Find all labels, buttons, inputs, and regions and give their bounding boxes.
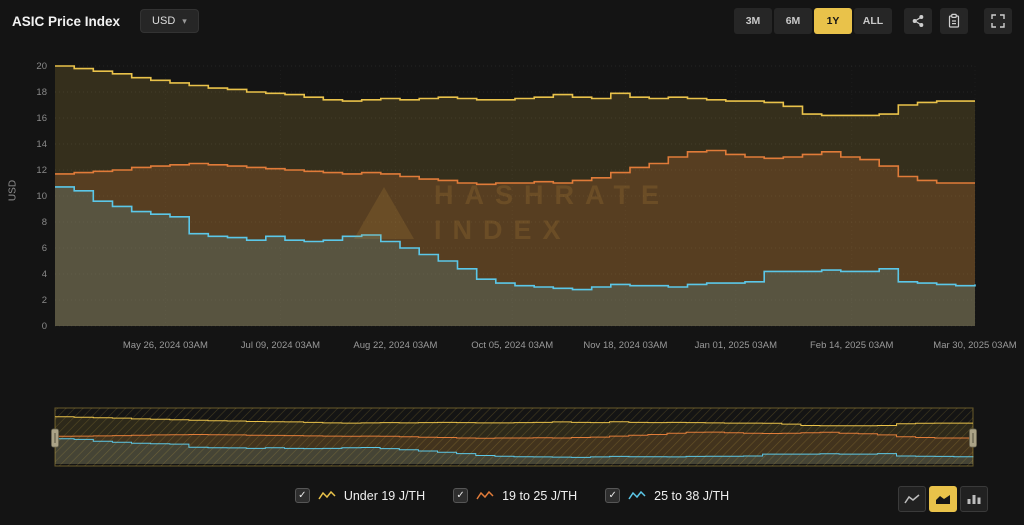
svg-text:May 26, 2024 03AM: May 26, 2024 03AM	[123, 340, 208, 351]
currency-select[interactable]: USD ▾	[140, 9, 199, 33]
time-range-group: 3M 6M 1Y ALL	[734, 8, 892, 34]
legend-item-25-to-38[interactable]: ✓ 25 to 38 J/TH	[605, 488, 729, 503]
navigator-right-handle[interactable]	[969, 428, 977, 448]
checkbox-19-to-25[interactable]: ✓	[453, 488, 469, 503]
svg-text:8: 8	[42, 217, 47, 228]
chevron-down-icon: ▾	[182, 15, 187, 26]
header: ASIC Price Index USD ▾ 3M 6M 1Y ALL	[0, 0, 1024, 42]
svg-text:20: 20	[36, 61, 47, 72]
series-squiggle-icon	[628, 490, 646, 499]
legend-label: 19 to 25 J/TH	[502, 488, 578, 503]
line-chart-type-button[interactable]	[898, 486, 926, 512]
svg-text:6: 6	[42, 243, 47, 254]
line-chart-icon	[904, 494, 920, 504]
share-icon	[912, 15, 924, 27]
area-chart-icon	[936, 495, 950, 504]
share-button[interactable]	[904, 8, 932, 34]
svg-text:Mar 30, 2025 03AM: Mar 30, 2025 03AM	[933, 340, 1017, 351]
fullscreen-icon	[991, 14, 1005, 28]
column-chart-type-button[interactable]	[960, 486, 988, 512]
column-chart-icon	[967, 495, 981, 504]
svg-text:16: 16	[36, 113, 47, 124]
series-squiggle-icon	[318, 490, 336, 499]
legend: ✓ Under 19 J/TH ✓ 19 to 25 J/TH ✓ 25 to …	[0, 488, 1024, 503]
checkbox-under-19[interactable]: ✓	[294, 488, 310, 503]
range-3m-button[interactable]: 3M	[734, 8, 772, 34]
svg-text:2: 2	[42, 295, 47, 306]
svg-text:Aug 22, 2024 03AM: Aug 22, 2024 03AM	[353, 340, 437, 351]
svg-text:12: 12	[36, 165, 47, 176]
chart-type-group	[898, 486, 988, 512]
svg-text:Jul 09, 2024 03AM: Jul 09, 2024 03AM	[241, 340, 320, 351]
price-chart[interactable]: 0 2 4 6 8 10 12 14 16 18 20 May 26, 2024 03AM Jul 09…	[0, 42, 1024, 362]
range-1y-button[interactable]: 1Y	[814, 8, 852, 34]
svg-text:Oct 05, 2024 03AM: Oct 05, 2024 03AM	[471, 340, 553, 351]
svg-text:Feb 14, 2025 03AM: Feb 14, 2025 03AM	[810, 340, 894, 351]
checkbox-25-to-38[interactable]: ✓	[605, 488, 621, 503]
fullscreen-button[interactable]	[984, 8, 1012, 34]
svg-text:14: 14	[36, 139, 47, 150]
legend-label: Under 19 J/TH	[343, 488, 426, 503]
legend-item-under-19[interactable]: ✓ Under 19 J/TH	[294, 488, 426, 503]
svg-text:4: 4	[42, 269, 47, 280]
svg-text:Nov 18, 2024 03AM: Nov 18, 2024 03AM	[583, 340, 667, 351]
svg-text:10: 10	[36, 191, 47, 202]
page-title: ASIC Price Index	[12, 13, 121, 29]
svg-text:18: 18	[36, 87, 47, 98]
navigator[interactable]	[0, 406, 1024, 470]
currency-value: USD	[152, 15, 176, 27]
svg-text:0: 0	[42, 321, 47, 332]
legend-label: 25 to 38 J/TH	[654, 488, 730, 503]
export-button[interactable]	[940, 8, 968, 34]
area-chart-type-button[interactable]	[929, 486, 957, 512]
svg-text:Jan 01, 2025 03AM: Jan 01, 2025 03AM	[695, 340, 777, 351]
navigator-left-handle[interactable]	[51, 428, 59, 448]
range-all-button[interactable]: ALL	[854, 8, 892, 34]
export-icon	[948, 13, 960, 28]
legend-item-19-to-25[interactable]: ✓ 19 to 25 J/TH	[453, 488, 577, 503]
series-squiggle-icon	[476, 490, 494, 499]
range-6m-button[interactable]: 6M	[774, 8, 812, 34]
